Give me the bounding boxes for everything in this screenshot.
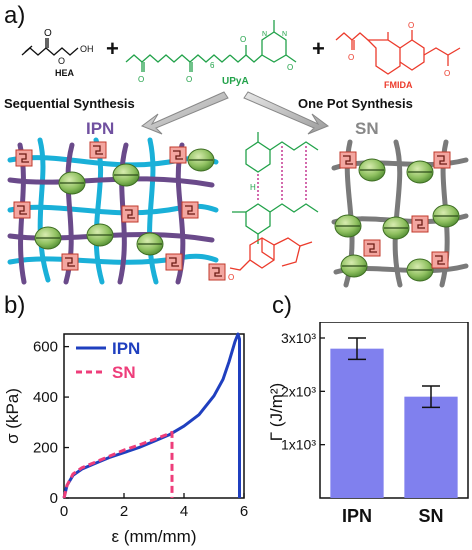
series-group bbox=[62, 332, 241, 499]
x-tick-label: 0 bbox=[60, 503, 68, 520]
upya-subscript: 6 bbox=[210, 61, 215, 70]
series-line-ipn bbox=[62, 332, 241, 499]
ipn-network-label: IPN bbox=[86, 119, 114, 138]
y-tick-label: 600 bbox=[33, 339, 58, 356]
bar-category-label: SN bbox=[418, 506, 443, 526]
ipn-da-lock bbox=[169, 146, 187, 164]
bar-group: IPN SN bbox=[330, 337, 458, 526]
x-axis-label: ε (mm/mm) bbox=[112, 527, 197, 546]
series-line-sn bbox=[62, 430, 174, 499]
sn-upy-ball bbox=[382, 216, 410, 240]
upya-o-3: O bbox=[240, 35, 246, 44]
sn-da-lock bbox=[363, 239, 381, 257]
y-axis-label: σ (kPa) bbox=[3, 388, 22, 444]
sequential-synthesis-label: Sequential Synthesis bbox=[4, 96, 135, 111]
upya-n-1: N bbox=[262, 31, 267, 38]
sn-upy-ball bbox=[432, 204, 460, 228]
ipn-upy-ball bbox=[34, 226, 62, 250]
ipn-da-lock bbox=[13, 201, 31, 219]
ipn-network bbox=[7, 137, 219, 285]
y-tick-label: 0 bbox=[50, 490, 58, 507]
ipn-da-lock bbox=[15, 149, 33, 167]
upy-dimer-symbol bbox=[187, 148, 215, 172]
fmida-o-1: O bbox=[348, 53, 354, 62]
upya-o-1: O bbox=[138, 75, 144, 84]
legend-sn-label: SN bbox=[112, 363, 136, 382]
panel-a-label: a) bbox=[4, 2, 26, 29]
bar-y-axis-label: Γ (J/m²) bbox=[270, 383, 286, 441]
fmida-label: FMIDA bbox=[384, 80, 413, 90]
sn-da-lock bbox=[339, 151, 357, 169]
sn-upy-ball bbox=[406, 160, 434, 184]
da-adduct-symbol bbox=[208, 263, 226, 281]
sn-network bbox=[331, 139, 469, 288]
panel-c-label: c) bbox=[272, 292, 292, 319]
bar-y-tick-label: 1x10³ bbox=[281, 437, 316, 453]
ipn-upy-ball bbox=[136, 232, 164, 256]
sn-da-lock bbox=[433, 151, 451, 169]
fmida-molecule bbox=[335, 30, 461, 75]
ipn-da-lock bbox=[181, 201, 199, 219]
bar-y-tick-label: 3x10³ bbox=[281, 330, 316, 346]
hydrogen-bonds bbox=[257, 146, 307, 202]
y-tick-label: 400 bbox=[33, 389, 58, 406]
da-adduct-structure bbox=[229, 237, 313, 271]
hbond-h-label: H bbox=[250, 183, 256, 192]
ipn-da-lock bbox=[61, 253, 79, 271]
legend-ipn-label: IPN bbox=[112, 339, 140, 358]
bar-category-label: IPN bbox=[342, 506, 372, 526]
bar-y-tick-label: 2x10³ bbox=[281, 383, 316, 399]
sn-da-lock bbox=[411, 215, 429, 233]
hea-label: HEA bbox=[55, 68, 75, 78]
sn-upy-ball bbox=[358, 158, 386, 182]
plot-frame bbox=[63, 333, 245, 499]
y-tick-label: 200 bbox=[33, 440, 58, 457]
hea-molecule bbox=[21, 38, 79, 56]
sn-upy-ball bbox=[406, 258, 434, 282]
fmida-o-3: O bbox=[444, 69, 450, 78]
bar-ipn bbox=[330, 348, 384, 498]
panel-b-label: b) bbox=[4, 292, 26, 319]
upy-dimer-structure bbox=[232, 132, 319, 244]
upya-o-4: O bbox=[287, 63, 293, 72]
hea-oh: OH bbox=[80, 44, 94, 54]
fmida-o-2: O bbox=[408, 21, 414, 30]
bar-axis-ticks: 1x10³ 2x10³ 3x10³ bbox=[281, 330, 325, 453]
one-pot-synthesis-label: One Pot Synthesis bbox=[298, 96, 413, 111]
ipn-upy-ball bbox=[86, 223, 114, 247]
upya-label: UPyA bbox=[222, 76, 249, 87]
ipn-upy-ball bbox=[112, 163, 140, 187]
plus-sign-1: + bbox=[106, 36, 119, 61]
hea-carbonyl-o: O bbox=[44, 28, 52, 39]
sn-upy-ball bbox=[334, 214, 362, 238]
sn-da-lock bbox=[431, 251, 449, 269]
upya-o-2: O bbox=[186, 75, 192, 84]
da-oxygen-label: O bbox=[228, 273, 234, 282]
ipn-da-lock bbox=[89, 141, 107, 159]
ipn-da-lock bbox=[121, 205, 139, 223]
bar-sn bbox=[404, 396, 458, 498]
axis-ticks: 0 2 4 6 0 200 400 600 bbox=[33, 339, 248, 520]
upya-molecule bbox=[125, 20, 297, 72]
upya-n-2: N bbox=[282, 31, 287, 38]
ipn-upy-ball bbox=[58, 171, 86, 195]
toughness-bar-chart: 1x10³ 2x10³ 3x10³ IPN SN Γ (J/m²) bbox=[270, 322, 469, 526]
ipn-da-lock bbox=[165, 253, 183, 271]
x-tick-label: 2 bbox=[120, 503, 128, 520]
x-tick-label: 4 bbox=[180, 503, 188, 520]
sequential-arrow bbox=[140, 91, 229, 135]
bar-plot-frame bbox=[319, 322, 469, 499]
stress-strain-chart: 0 2 4 6 0 200 400 600 IPN SN ε (mm/mm) σ (kPa) bbox=[3, 332, 248, 546]
x-tick-label: 6 bbox=[240, 503, 248, 520]
chart-legend: IPN SN bbox=[76, 339, 140, 382]
sn-upy-ball bbox=[340, 254, 368, 278]
one-pot-arrow bbox=[243, 91, 330, 135]
hea-ester-o: O bbox=[58, 56, 65, 66]
sn-network-label: SN bbox=[355, 119, 379, 138]
plus-sign-2: + bbox=[312, 36, 325, 61]
synthesis-scheme: O O OH HEA + + O O 6 O O N N UPyA O O O … bbox=[4, 20, 469, 288]
